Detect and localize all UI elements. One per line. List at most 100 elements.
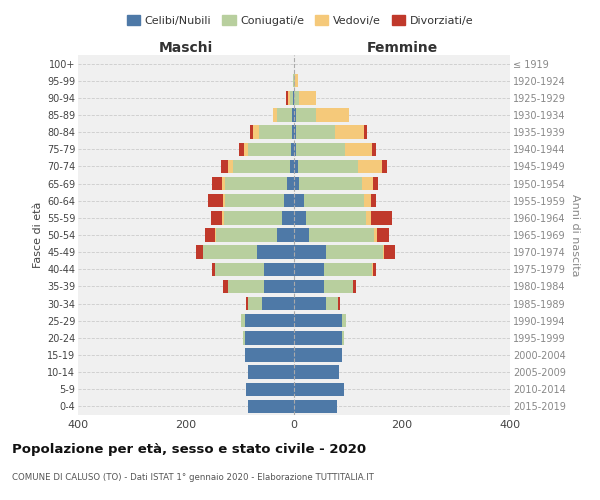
Bar (223, 194, 225, 207)
Bar (294, 142, 296, 156)
Bar (294, 400, 337, 413)
Bar (326, 297, 338, 310)
Bar (341, 331, 344, 344)
Bar (309, 228, 374, 241)
Bar (358, 160, 382, 173)
Bar (373, 262, 376, 276)
Bar (222, 177, 225, 190)
Bar (294, 160, 298, 173)
Bar (292, 108, 294, 122)
Bar (227, 280, 265, 293)
Bar (247, 382, 294, 396)
Bar (215, 228, 216, 241)
Bar (248, 400, 294, 413)
Bar (294, 382, 344, 396)
Bar (215, 262, 264, 276)
Bar (383, 246, 384, 259)
Bar (222, 211, 224, 224)
Bar (294, 297, 326, 310)
Bar (296, 126, 335, 139)
Bar (341, 314, 346, 328)
Bar (239, 142, 244, 156)
Bar (294, 246, 326, 259)
Bar (241, 314, 245, 328)
Bar (377, 228, 389, 241)
Y-axis label: Anni di nascita: Anni di nascita (569, 194, 580, 276)
Bar (245, 314, 294, 328)
Bar (384, 246, 395, 259)
Bar (316, 108, 349, 122)
Bar (304, 194, 364, 207)
Bar (244, 142, 248, 156)
Bar (296, 108, 316, 122)
Bar (212, 262, 215, 276)
Bar (364, 194, 371, 207)
Bar (294, 211, 306, 224)
Bar (338, 297, 340, 310)
Bar (223, 280, 227, 293)
Bar (294, 366, 339, 379)
Bar (290, 160, 294, 173)
Bar (294, 228, 309, 241)
Bar (382, 160, 388, 173)
Bar (224, 211, 282, 224)
Bar (294, 108, 296, 122)
Bar (284, 194, 294, 207)
Bar (298, 160, 358, 173)
Bar (373, 177, 378, 190)
Bar (257, 246, 294, 259)
Bar (364, 126, 367, 139)
Bar (211, 211, 222, 224)
Bar (353, 280, 356, 293)
Bar (294, 74, 295, 88)
Text: COMUNE DI CALUSO (TO) - Dati ISTAT 1° gennaio 2020 - Elaborazione TUTTITALIA.IT: COMUNE DI CALUSO (TO) - Dati ISTAT 1° ge… (12, 472, 374, 482)
Bar (243, 331, 245, 344)
Text: Femmine: Femmine (367, 41, 437, 55)
Bar (273, 108, 277, 122)
Bar (294, 126, 296, 139)
Bar (306, 211, 367, 224)
Bar (225, 177, 287, 190)
Text: Maschi: Maschi (159, 41, 213, 55)
Bar (248, 297, 262, 310)
Bar (216, 228, 277, 241)
Bar (361, 177, 373, 190)
Bar (367, 211, 371, 224)
Bar (250, 126, 253, 139)
Bar (287, 177, 294, 190)
Bar (290, 91, 293, 104)
Bar (245, 331, 294, 344)
Bar (264, 262, 294, 276)
Bar (225, 194, 284, 207)
Bar (324, 262, 372, 276)
Bar (294, 262, 324, 276)
Bar (292, 142, 294, 156)
Bar (196, 246, 203, 259)
Bar (294, 177, 299, 190)
Bar (277, 228, 294, 241)
Bar (287, 91, 290, 104)
Bar (262, 297, 294, 310)
Bar (372, 142, 376, 156)
Bar (294, 314, 341, 328)
Bar (248, 142, 292, 156)
Bar (296, 142, 345, 156)
Legend: Celibi/Nubili, Coniugati/e, Vedovi/e, Divorziati/e: Celibi/Nubili, Coniugati/e, Vedovi/e, Di… (122, 10, 478, 30)
Bar (294, 280, 324, 293)
Bar (248, 366, 294, 379)
Bar (299, 177, 361, 190)
Bar (208, 194, 223, 207)
Bar (371, 211, 392, 224)
Bar (345, 142, 372, 156)
Bar (292, 126, 294, 139)
Bar (259, 126, 292, 139)
Text: Popolazione per età, sesso e stato civile - 2020: Popolazione per età, sesso e stato civil… (12, 442, 366, 456)
Bar (374, 228, 377, 241)
Bar (335, 126, 364, 139)
Bar (212, 177, 222, 190)
Bar (227, 160, 233, 173)
Bar (324, 280, 353, 293)
Bar (294, 91, 299, 104)
Bar (326, 246, 383, 259)
Bar (253, 126, 259, 139)
